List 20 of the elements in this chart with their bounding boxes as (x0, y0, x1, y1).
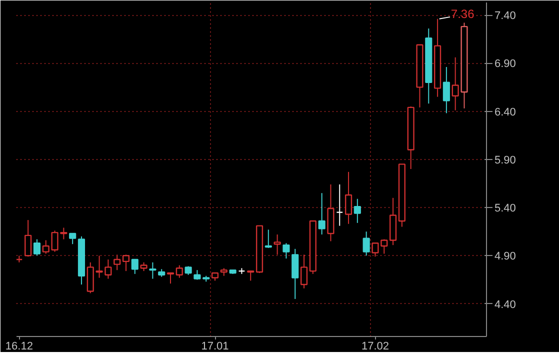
annotation: 7.36 (450, 6, 475, 21)
candlestick (442, 66, 450, 114)
x-tick-label: 17.02 (361, 340, 389, 352)
candlestick (336, 184, 344, 226)
y-tick-label: 5.40 (494, 202, 516, 215)
candlestick (327, 184, 334, 242)
x-tick-label: 16.12 (5, 340, 33, 352)
candlestick (300, 254, 308, 289)
candlestick (425, 28, 432, 104)
y-tick-label: 7.40 (494, 10, 516, 22)
candlestick (354, 198, 361, 224)
y-tick-label: 4.90 (494, 250, 516, 263)
candlestick (344, 171, 352, 224)
candlestick (274, 234, 281, 256)
y-tick-label: 6.90 (494, 58, 516, 70)
y-tick-label: 6.40 (494, 106, 516, 118)
candlestick (434, 18, 442, 98)
y-tick-label: 5.90 (494, 154, 516, 166)
y-tick-label: 4.40 (494, 298, 516, 311)
x-tick-label: 17.01 (201, 340, 229, 352)
